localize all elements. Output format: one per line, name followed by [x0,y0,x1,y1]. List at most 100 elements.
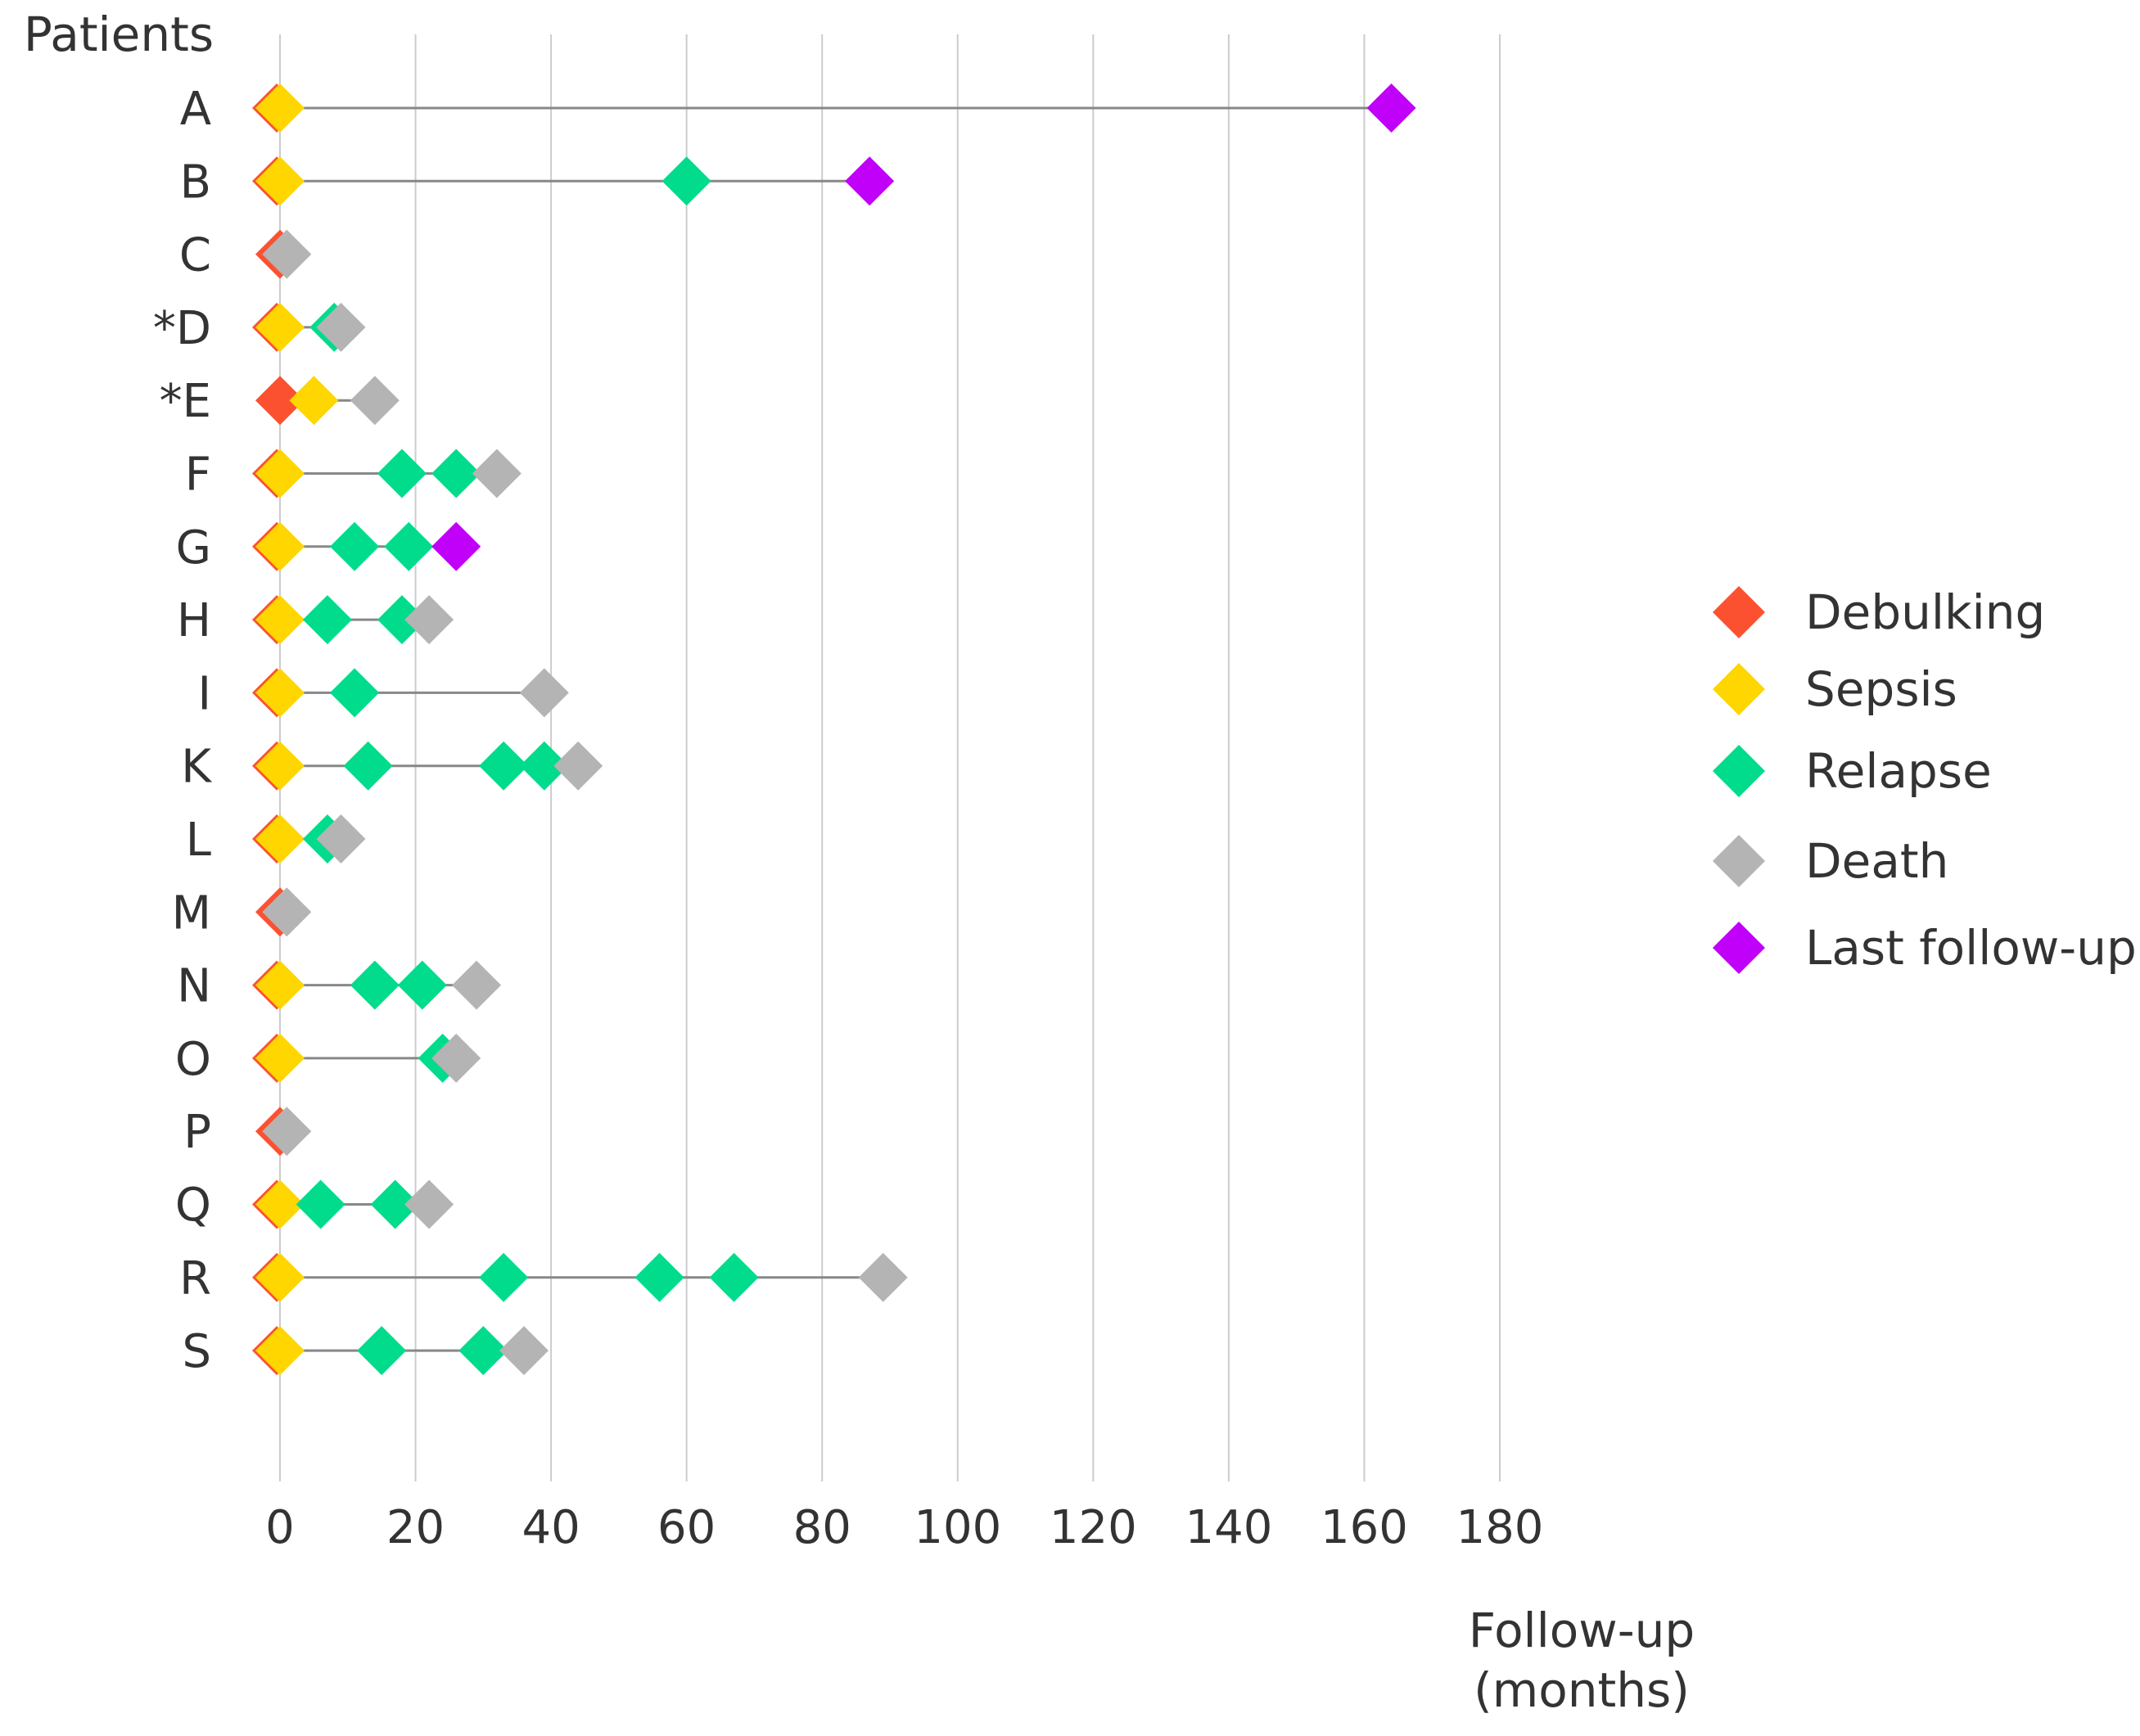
event-marker-death [316,814,366,863]
event-marker-sepsis [255,1033,305,1083]
legend-item-last-follow-up: Last follow-up [1713,920,2137,976]
x-tick-label: 160 [1321,1501,1408,1554]
patient-lane-m [255,887,312,937]
x-axis-ticks: 0 20 40 60 80 100 120 140 160 180 [265,1501,1543,1554]
event-marker-relapse [302,595,352,645]
patient-label: M [172,886,211,940]
event-marker-last-follow-up [431,521,481,571]
event-marker-relapse [661,156,711,206]
event-marker-sepsis [255,1326,305,1376]
event-marker-relapse [377,449,427,498]
patient-lane-b [252,156,895,206]
event-marker-death [452,960,502,1010]
x-tick-label: 80 [793,1501,851,1554]
event-marker-relapse [458,1326,508,1376]
event-marker-sepsis [255,156,305,206]
event-marker-sepsis [255,595,305,645]
patient-label: I [197,667,211,720]
event-marker-death [262,887,312,937]
event-marker-sepsis [255,960,305,1010]
legend-marker [1713,835,1765,887]
event-marker-sepsis [255,668,305,718]
event-marker-death [404,595,454,645]
event-marker-last-follow-up [1366,83,1416,133]
event-marker-relapse [397,960,447,1010]
patient-lane-s [252,1326,549,1376]
legend-marker [1713,586,1765,638]
patient-label: S [182,1325,211,1378]
patient-label: Q [175,1179,211,1233]
event-marker-death [350,376,400,426]
legend: Debulking Sepsis Relapse Death Last follow-u… [1713,584,2137,976]
patient-label: B [180,156,211,209]
patient-label: F [185,449,211,502]
event-marker-relapse [357,1326,407,1376]
patient-lane-c [255,229,312,279]
event-marker-death [519,668,569,718]
patient-label: N [177,960,211,1013]
x-tick-label: 140 [1185,1501,1272,1554]
event-marker-relapse [377,595,427,645]
patient-lane-i [252,668,569,718]
event-marker-death [858,1252,908,1302]
patient-lane-r [252,1252,908,1302]
patient-lane-d [252,302,366,352]
x-tick-label: 60 [657,1501,716,1554]
patient-lane-f [252,449,521,498]
patient-label: H [177,594,211,647]
x-tick-label: 180 [1456,1501,1544,1554]
grid-lines [279,34,1501,1481]
event-marker-relapse [479,741,529,791]
event-marker-sepsis [255,814,305,863]
legend-item-death: Death [1713,833,1948,889]
event-marker-relapse [634,1252,684,1302]
event-marker-relapse [296,1179,345,1229]
legend-marker [1713,922,1765,974]
legend-label: Debulking [1805,584,2045,640]
event-marker-sepsis [255,741,305,791]
patient-lane-h [252,595,454,645]
patient-label: C [179,229,211,282]
patient-lane-k [252,741,603,791]
event-marker-death [472,449,521,498]
patient-label: L [186,814,211,867]
x-tick-label: 40 [521,1501,580,1554]
legend-label: Relapse [1805,743,1992,799]
legend-item-sepsis: Sepsis [1713,661,1957,717]
patient-lane-g [252,521,481,571]
patient-label: G [176,521,211,575]
patient-label: P [183,1106,211,1159]
x-tick-label: 20 [386,1501,445,1554]
event-marker-death [499,1326,549,1376]
event-marker-sepsis [255,83,305,133]
patient-label: A [180,83,211,136]
x-axis-title-line1: Follow-up [1469,1603,1695,1658]
event-marker-death [431,1033,481,1083]
event-marker-relapse [370,1179,420,1229]
patient-lane-a [252,83,1416,133]
event-marker-relapse [343,741,393,791]
event-marker-last-follow-up [845,156,895,206]
event-marker-sepsis [255,449,305,498]
legend-marker [1713,663,1765,715]
event-marker-relapse [519,741,569,791]
patient-lane-o [252,1033,481,1083]
legend-label: Death [1805,833,1948,889]
event-marker-relapse [384,521,434,571]
patient-label: K [181,741,212,794]
patient-lane-p [255,1107,312,1157]
event-marker-death [262,1107,312,1157]
legend-label: Sepsis [1805,661,1957,717]
legend-item-debulking: Debulking [1713,584,2045,640]
event-marker-relapse [330,668,380,718]
event-marker-sepsis [255,1252,305,1302]
patient-label: *D [153,302,211,355]
event-marker-relapse [479,1252,529,1302]
event-marker-death [553,741,603,791]
x-tick-label: 0 [265,1501,295,1554]
event-marker-sepsis [289,376,339,426]
y-axis-title: Patients [24,7,214,62]
event-marker-relapse [709,1252,759,1302]
